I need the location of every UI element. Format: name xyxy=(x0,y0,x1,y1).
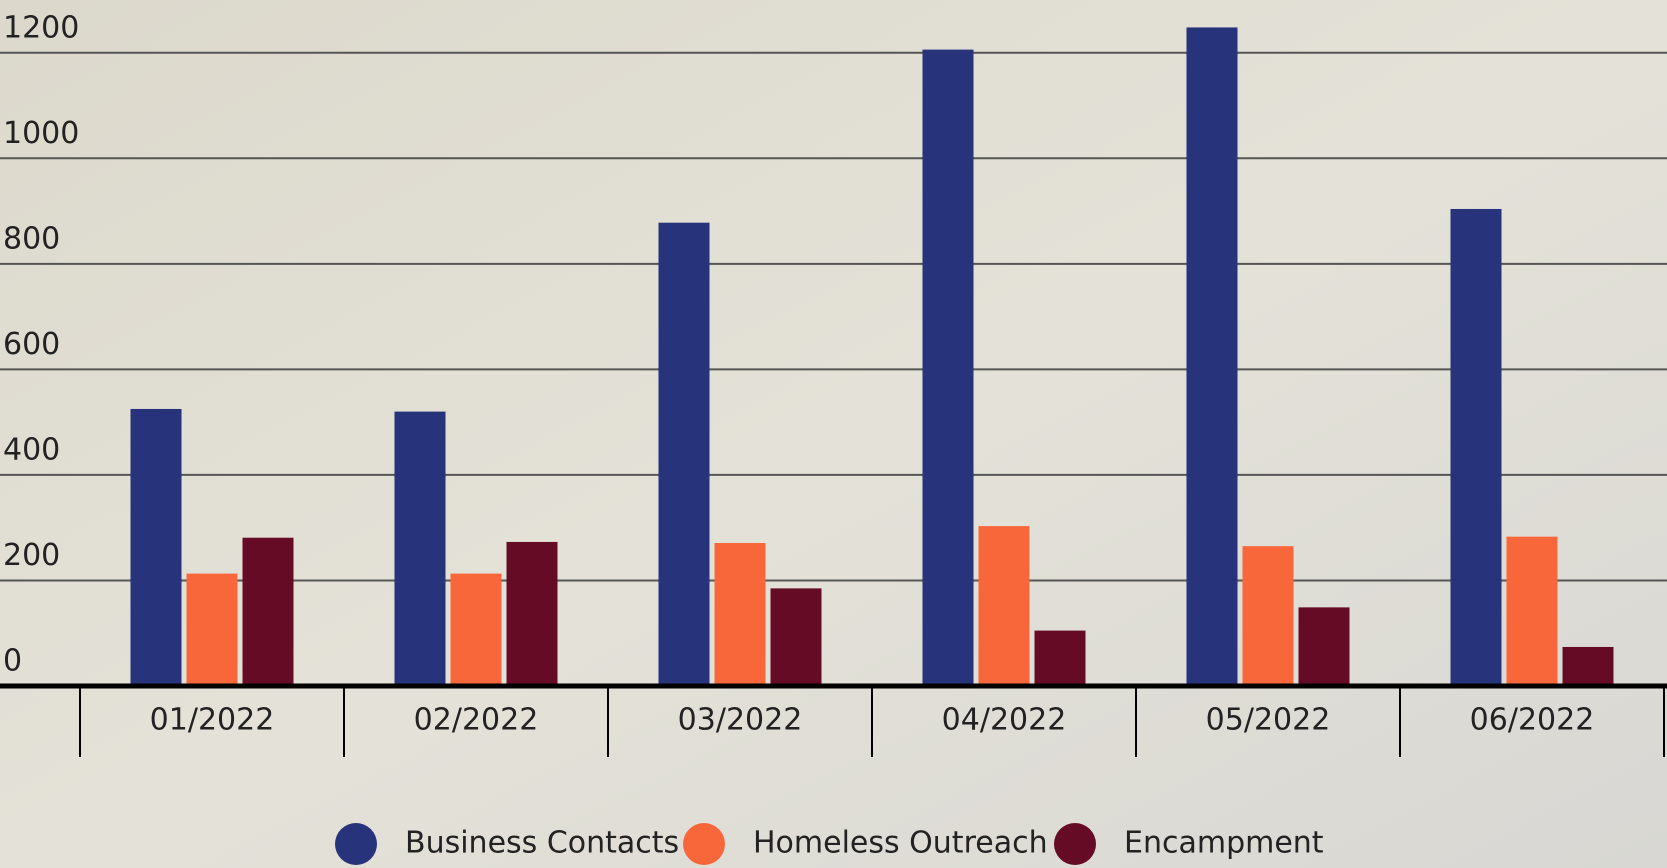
bar xyxy=(451,574,502,686)
x-tick-label: 03/2022 xyxy=(678,703,803,738)
bar xyxy=(1187,27,1238,686)
bar xyxy=(187,574,238,686)
bar xyxy=(1563,647,1614,686)
bar xyxy=(1243,546,1294,686)
y-tick-label: 800 xyxy=(3,221,60,256)
bar xyxy=(1299,607,1350,686)
legend-marker xyxy=(335,823,377,865)
legend-label: Homeless Outreach xyxy=(753,826,1048,861)
legend-marker xyxy=(683,823,725,865)
bar xyxy=(923,50,974,686)
y-tick-label: 1000 xyxy=(3,116,79,151)
bar xyxy=(1035,631,1086,686)
x-tick-label: 06/2022 xyxy=(1470,703,1595,738)
bar xyxy=(1451,209,1502,686)
y-tick-label: 400 xyxy=(3,432,60,467)
bar xyxy=(979,526,1030,686)
legend-marker xyxy=(1054,823,1096,865)
background xyxy=(0,0,1667,868)
bar xyxy=(507,542,558,686)
x-tick-label: 05/2022 xyxy=(1206,703,1331,738)
bar xyxy=(395,412,446,686)
bar xyxy=(659,223,710,686)
bar xyxy=(771,588,822,686)
y-tick-label: 0 xyxy=(3,644,22,679)
bar xyxy=(243,538,294,686)
y-tick-label: 600 xyxy=(3,327,60,362)
chart: 0 200 400 600 800 1000 1200 01/2022 02/2022 03/20… xyxy=(0,0,1667,868)
page: {"chart_data": {"type": "bar", "categori… xyxy=(0,0,1667,868)
legend-label: Business Contacts xyxy=(405,826,679,861)
bar xyxy=(715,543,766,686)
legend-label: Encampment xyxy=(1124,826,1324,861)
y-tick-label: 1200 xyxy=(3,10,79,45)
bar xyxy=(131,409,182,686)
x-tick-label: 01/2022 xyxy=(150,703,275,738)
y-tick-label: 200 xyxy=(3,538,60,573)
x-tick-label: 02/2022 xyxy=(414,703,539,738)
x-tick-label: 04/2022 xyxy=(942,703,1067,738)
bar xyxy=(1507,537,1558,686)
